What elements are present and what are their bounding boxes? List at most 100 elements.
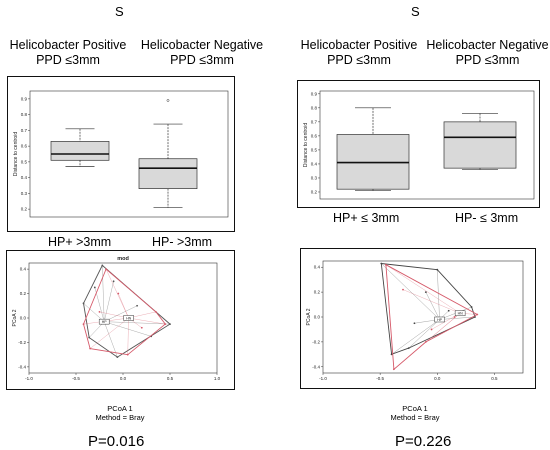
sample-point xyxy=(424,340,427,343)
outlier-point xyxy=(166,99,170,102)
pcoa-title: mod xyxy=(117,256,129,262)
y-tick-label: 0.8 xyxy=(21,112,28,117)
pcoa-series-2 xyxy=(384,263,479,371)
spider-line xyxy=(425,292,440,320)
left-category-2-label: HP- >3mm xyxy=(152,235,213,249)
left-pcoa-xlabel-text: PCoA 1 xyxy=(107,404,133,413)
sample-point xyxy=(470,306,473,308)
y-axis-label: Distance to centroid xyxy=(13,132,19,176)
sample-point xyxy=(82,302,85,305)
sample-point xyxy=(88,336,91,339)
x-tick-label: -0.5 xyxy=(72,376,80,381)
left-pcoa-svg: mod -1.0 -0.5 0.0 0.5 1.0 -0.4 -0.2 0.0 0.2 0.4 PCo… xyxy=(12,256,221,381)
left-pcoa-panel: mod -1.0 -0.5 0.0 0.5 1.0 -0.4 -0.2 0.0 0.2 0.4 PCo… xyxy=(6,250,235,390)
sample-point xyxy=(98,310,101,313)
x-tick-label: 0.5 xyxy=(167,376,174,381)
spider-line xyxy=(83,303,105,322)
y-tick-label: 0.4 xyxy=(311,161,318,166)
x-tick-label: 0.0 xyxy=(120,376,127,381)
y-tick-label: -0.4 xyxy=(18,364,26,369)
sample-point xyxy=(89,347,91,350)
sample-point xyxy=(453,316,456,318)
spider-line xyxy=(102,265,105,322)
iqr-box xyxy=(138,158,198,189)
y-tick-label: 0.5 xyxy=(311,147,318,152)
sample-point xyxy=(101,264,104,267)
y-axis-label: Distance to centroid xyxy=(303,123,309,167)
right-pcoa-method: Method = Bray xyxy=(390,413,440,422)
right-boxplot-svg: 0.2 0.3 0.4 0.5 0.6 0.7 0.8 0.9 Distance to cent… xyxy=(303,90,535,200)
y-tick-label: -0.2 xyxy=(312,339,320,344)
right-boxplot-panel: 0.2 0.3 0.4 0.5 0.6 0.7 0.8 0.9 Distance to cent… xyxy=(297,80,540,208)
sample-point xyxy=(402,288,404,291)
right-pcoa-xlabel-text: PCoA 1 xyxy=(402,404,428,413)
x-tick-label: -1.0 xyxy=(319,376,327,381)
box-1 xyxy=(336,107,410,191)
right-p-value: P=0.226 xyxy=(395,433,452,450)
spider-line xyxy=(127,317,129,355)
pcoa-series-1 xyxy=(82,264,171,359)
sample-point xyxy=(392,368,395,371)
x-tick-label: -0.5 xyxy=(376,376,384,381)
sample-point xyxy=(117,292,120,295)
y-tick-label: 0.7 xyxy=(311,119,318,124)
spider-line xyxy=(128,317,166,325)
x-tick-label: 1.0 xyxy=(214,376,221,381)
left-panel-letter: S xyxy=(115,4,124,19)
right-category-1-label: HP+ ≤ 3mm xyxy=(333,211,400,225)
sample-point xyxy=(424,291,427,294)
iqr-box xyxy=(50,141,110,161)
x-tick-label: 0.5 xyxy=(491,376,498,381)
pcoa-y-axis-label: PCoA 2 xyxy=(306,308,312,325)
sample-point xyxy=(105,268,107,271)
iqr-box xyxy=(443,121,517,169)
sample-point xyxy=(140,326,143,329)
y-tick-label: 0.6 xyxy=(311,133,318,138)
pcoa-plot-frame xyxy=(28,262,218,374)
centroid-label: HP xyxy=(437,318,443,322)
pcoa-y-axis-label: PCoA 2 xyxy=(12,309,18,326)
spider-line xyxy=(408,319,440,349)
sample-point xyxy=(126,353,129,356)
y-tick-label: 0.6 xyxy=(21,144,28,149)
sample-point xyxy=(413,322,416,325)
x-tick-label: 0.0 xyxy=(434,376,441,381)
spider-line xyxy=(402,289,461,314)
sample-point xyxy=(169,323,171,326)
y-tick-label: 0.2 xyxy=(311,189,318,194)
y-tick-label: 0.7 xyxy=(21,128,28,133)
right-pcoa-xlabel: PCoA 1 Method = Bray xyxy=(365,404,465,422)
pcoa-series-1 xyxy=(380,262,476,356)
right-panel-letter: S xyxy=(411,4,420,19)
y-tick-label: 0.0 xyxy=(20,316,27,321)
y-tick-label: 0.4 xyxy=(314,265,321,270)
box-2 xyxy=(138,99,198,208)
right-header-positive-title: Helicobacter Positive xyxy=(300,38,418,52)
pcoa-plot-frame xyxy=(322,260,524,374)
centroid-label: HP xyxy=(102,320,108,324)
right-header-negative-title: Helicobacter Negative xyxy=(426,38,549,52)
group-hull xyxy=(385,263,479,371)
y-tick-label: 0.4 xyxy=(21,175,28,180)
spider-line xyxy=(89,317,129,349)
spider-line xyxy=(104,281,114,322)
spider-line xyxy=(104,305,138,322)
y-tick-label: 0.9 xyxy=(311,91,318,96)
right-category-2-label: HP- ≤ 3mm xyxy=(455,211,519,225)
sample-point xyxy=(447,309,450,312)
sample-point xyxy=(155,310,157,313)
group-hull xyxy=(83,264,171,358)
spider-line xyxy=(381,263,440,320)
sample-point xyxy=(93,286,96,289)
y-tick-label: -0.2 xyxy=(18,340,26,345)
spider-line xyxy=(104,321,152,337)
left-pcoa-xlabel: PCoA 1 Method = Bray xyxy=(70,404,170,422)
left-p-value: P=0.016 xyxy=(88,433,145,450)
left-boxplot-svg: 0.2 0.3 0.4 0.5 0.6 0.7 0.8 0.9 Distance to cent… xyxy=(13,90,229,218)
y-tick-label: 0.0 xyxy=(314,315,321,320)
sample-point xyxy=(436,268,439,271)
box-plot-frame xyxy=(319,90,535,200)
right-pcoa-panel: -1.0 -0.5 0.0 0.5 -0.4 -0.2 0.0 0.2 0.4 PCoA 2 HP H… xyxy=(300,248,536,389)
spider-line xyxy=(439,316,476,320)
left-header-positive-sub: PPD ≤3mm xyxy=(36,53,100,67)
